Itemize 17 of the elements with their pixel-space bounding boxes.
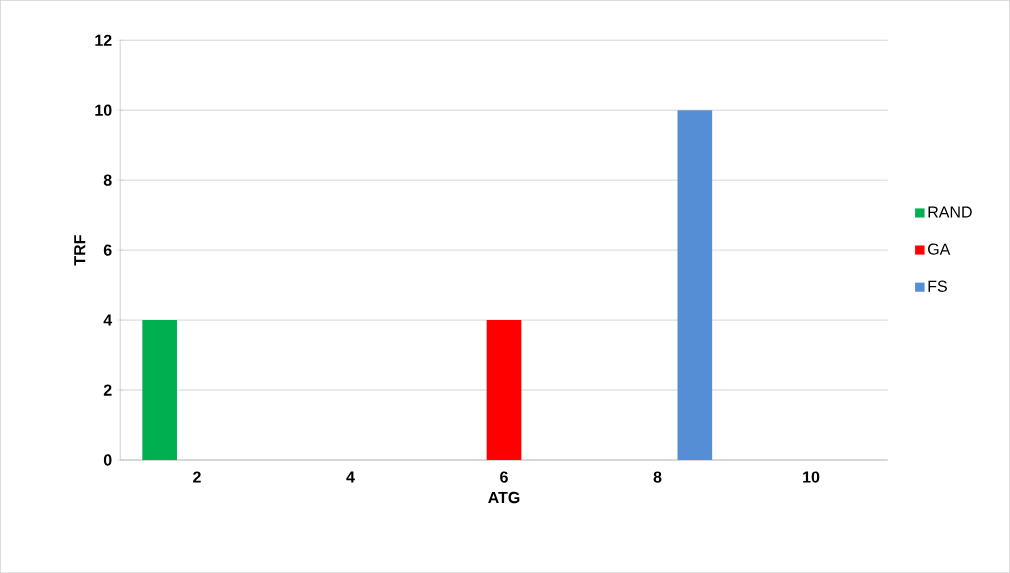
x-tick-label: 10 (803, 471, 820, 483)
x-axis-title: ATG (488, 491, 520, 504)
y-tick-label: 4 (103, 314, 113, 326)
legend-label: GA (928, 243, 951, 255)
y-axis-title: TRF (74, 235, 86, 266)
y-tick-label: 8 (103, 174, 112, 186)
x-tick-label: 8 (653, 471, 662, 483)
y-tick-label: 2 (103, 384, 112, 396)
x-tick-label: 6 (500, 471, 508, 483)
y-tick-label: 12 (95, 34, 112, 46)
x-tick-label: 4 (346, 471, 355, 483)
legend-label: RAND (928, 206, 972, 218)
y-tick-label: 10 (95, 104, 112, 116)
x-tick-label: 2 (193, 471, 201, 483)
y-tick-label: 0 (103, 454, 112, 466)
legend-label: FS (928, 280, 947, 292)
y-tick-label: 6 (103, 244, 112, 256)
